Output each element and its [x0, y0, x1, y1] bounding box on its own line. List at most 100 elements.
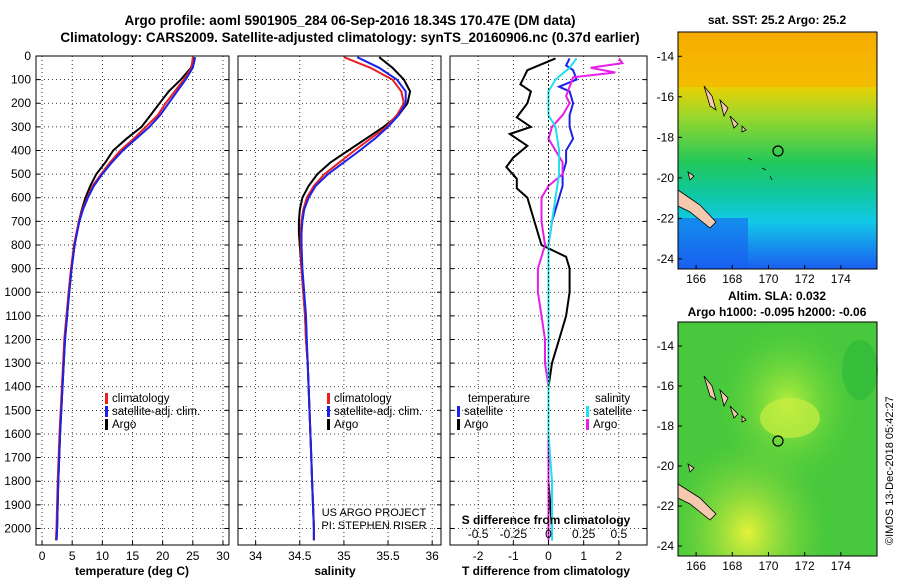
legend-label: Argo [112, 419, 136, 431]
depth-tick-label: 300 [11, 120, 31, 134]
map-lon-tick: 174 [831, 272, 851, 286]
depth-tick-label: 1000 [4, 285, 31, 299]
legend-label: climatology [112, 393, 170, 405]
map-lat-tick: -22 [657, 211, 675, 225]
top-tick-label: 0.5 [611, 527, 628, 541]
x-tick-label: 25 [186, 549, 200, 563]
x-tick-label: 0 [39, 549, 46, 563]
series-line-satellite [547, 57, 578, 541]
depth-tick-label: 1500 [4, 403, 31, 417]
x-tick-label: 34.5 [288, 549, 312, 563]
legend-swatch [457, 419, 460, 430]
x-tick-label: -2 [473, 549, 484, 563]
top-tick-label: -0.5 [468, 527, 489, 541]
legend-swatch [327, 393, 330, 404]
legend-salinity-header: salinity [595, 393, 630, 405]
map-lon-tick: 166 [686, 559, 706, 573]
legend-swatch [586, 419, 589, 430]
x-tick-label: 10 [96, 549, 110, 563]
series-line-satellite-adj-clim- [55, 56, 197, 541]
legend-swatch [327, 406, 330, 417]
salinity-panel: 34 34.5 35 35.5 36 climatologysatellite-adj. … [237, 55, 442, 563]
depth-tick-label: 1700 [4, 451, 31, 465]
diff-xlabel: T difference from climatology [462, 564, 630, 578]
salinity-xlabel: salinity [314, 564, 356, 578]
series-line-climatology [54, 57, 194, 541]
difference-panel: -2 -1 0 1 2 -0.5 -0.25 0 0.25 0.5 temperature salin… [449, 55, 648, 563]
depth-tick-label: 1200 [4, 332, 31, 346]
depth-tick-label: 600 [11, 191, 31, 205]
legend-swatch [105, 393, 108, 404]
top-tick-label: -0.25 [500, 527, 528, 541]
x-tick-label: 34 [249, 549, 263, 563]
map-lat-tick: -16 [657, 90, 675, 104]
depth-tick-label: 1300 [4, 356, 31, 370]
depth-tick-label: 1100 [5, 309, 31, 323]
legend-swatch [105, 406, 108, 417]
pi-annotation: PI: STEPHEN RISER [321, 520, 426, 532]
sst-map [677, 31, 878, 270]
legend-label: climatology [334, 393, 392, 405]
top-tick-label: 0 [545, 527, 552, 541]
map-lon-tick: 168 [722, 559, 742, 573]
series-line-salinity-satellite [547, 57, 578, 541]
x-tick-label: 2 [616, 549, 623, 563]
series-line-argo [505, 57, 571, 541]
map-lat-tick: -18 [657, 419, 675, 433]
legend-temperature-header: temperature [468, 393, 530, 405]
project-annotation: US ARGO PROJECT [322, 507, 427, 519]
x-tick-label: -1 [508, 549, 519, 563]
map-lon-tick: 168 [722, 272, 742, 286]
x-tick-label: 30 [216, 549, 230, 563]
map-lat-tick: -20 [657, 459, 675, 473]
map-lon-tick: 170 [758, 272, 778, 286]
argo-float-marker-sla [772, 435, 784, 447]
x-tick-label: 5 [69, 549, 76, 563]
figure-title-line-2: Climatology: CARS2009. Satellite-adjuste… [60, 30, 639, 45]
map-lat-tick: -14 [657, 339, 675, 353]
legend-label: Argo [593, 419, 617, 431]
depth-tick-label: 1800 [4, 474, 31, 488]
depth-tick-label: 700 [11, 214, 31, 228]
map-lat-tick: -14 [657, 49, 675, 63]
depth-tick-label: 900 [11, 262, 31, 276]
x-tick-label: 35.5 [376, 549, 400, 563]
top-tick-label: 0.25 [572, 527, 596, 541]
figure-title-line-1: Argo profile: aoml 5901905_284 06-Sep-20… [125, 13, 576, 28]
map-lat-tick: -16 [657, 379, 675, 393]
series-line-argo [55, 56, 195, 541]
sla-map-title-line-2: Argo h1000: -0.095 h2000: -0.06 [688, 305, 867, 319]
legend-label: Argo [464, 419, 488, 431]
map-lat-tick: -24 [657, 539, 675, 553]
map-lat-tick: -22 [657, 499, 675, 513]
depth-tick-label: 2000 [4, 521, 31, 535]
x-tick-label: 35 [337, 549, 351, 563]
imos-watermark: ©IMOS 13-Dec-2018 05:42:27 [884, 396, 896, 545]
legend-swatch [105, 419, 108, 430]
depth-tick-label: 1600 [4, 427, 31, 441]
map-lon-tick: 172 [795, 559, 815, 573]
depth-tick-label: 400 [11, 143, 31, 157]
sla-map [677, 321, 878, 557]
legend-swatch [457, 406, 460, 417]
series-line-argo [297, 56, 412, 541]
argo-float-marker [772, 145, 784, 157]
legend-swatch [327, 419, 330, 430]
depth-tick-label: 0 [24, 49, 31, 63]
legend-label: satellite-adj. clim. [112, 406, 200, 418]
map-lon-tick: 172 [795, 272, 815, 286]
map-lon-tick: 174 [831, 559, 851, 573]
vanuatu-islands-shape [703, 85, 747, 133]
x-tick-label: 1 [580, 549, 587, 563]
x-tick-label: 20 [156, 549, 170, 563]
map-lon-tick: 170 [758, 559, 778, 573]
legend-label: satellite [464, 406, 503, 418]
map-lon-tick: 166 [686, 272, 706, 286]
temperature-xlabel: temperature (deg C) [75, 564, 189, 578]
sst-map-title: sat. SST: 25.2 Argo: 25.2 [708, 13, 847, 27]
x-tick-label: 36 [425, 549, 439, 563]
series-line-climatology [299, 56, 405, 541]
sla-map-axes: 166 168 170 172 174 -14 -16 -18 -20 -22 -24 [657, 339, 851, 573]
sla-map-title-line-1: Altim. SLA: 0.032 [728, 289, 826, 303]
